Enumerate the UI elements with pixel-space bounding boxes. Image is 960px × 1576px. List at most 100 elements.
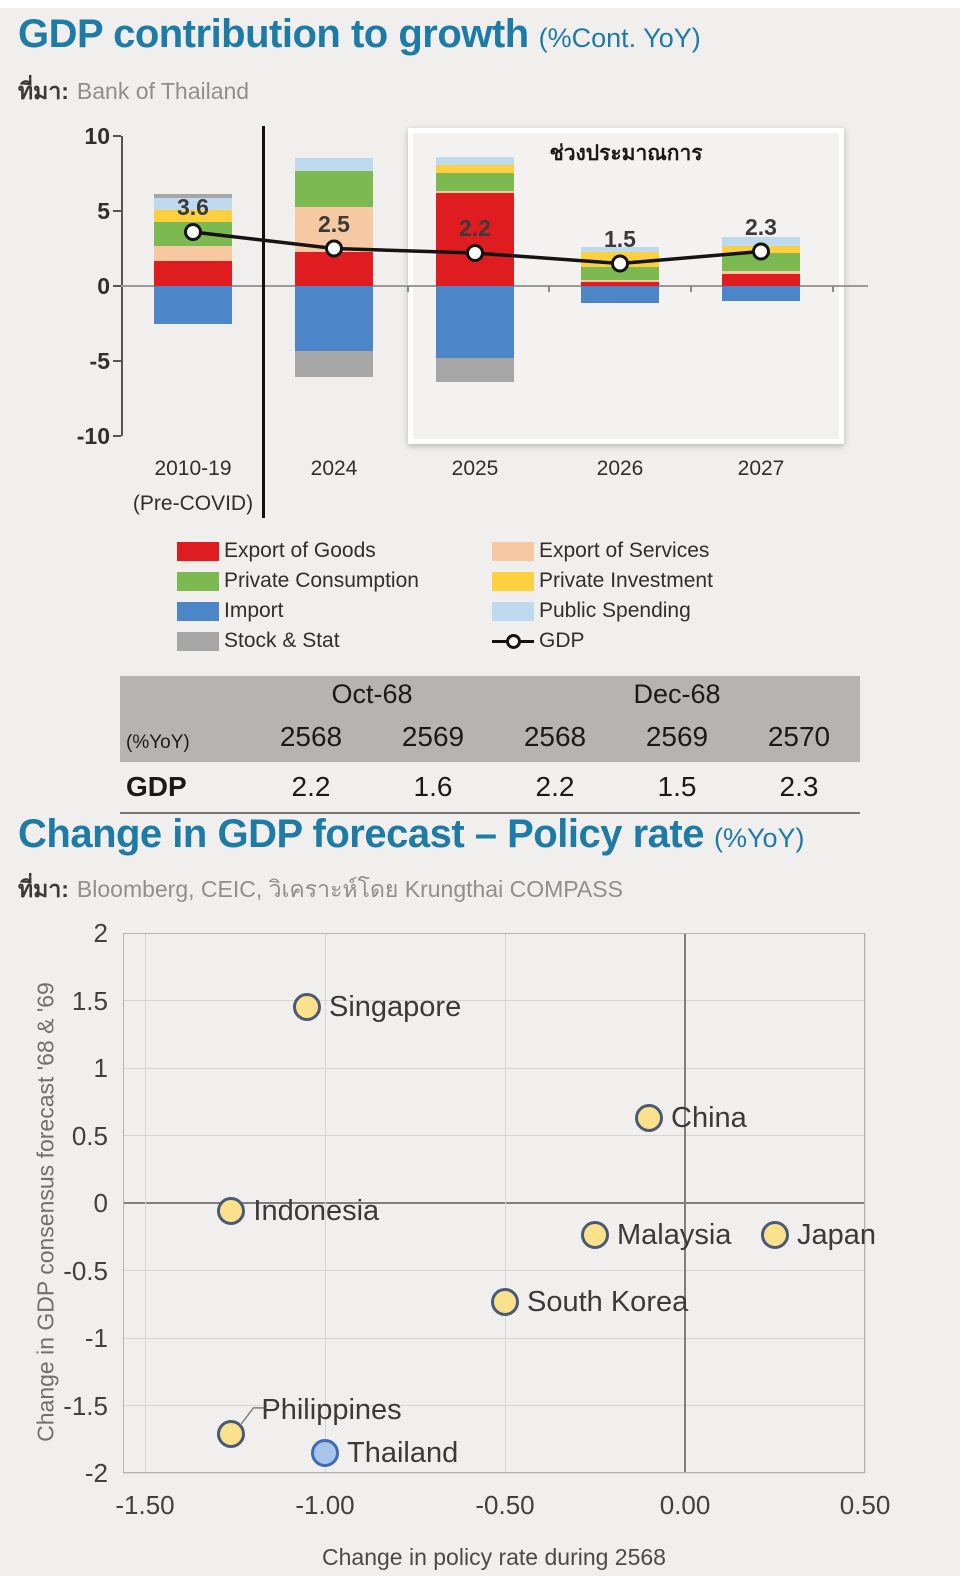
scatter-y-tick-label: -1 bbox=[84, 1323, 108, 1353]
bar-segment-2026-export_goods bbox=[581, 281, 659, 286]
chart2-title-main: Change in GDP forecast – Policy rate bbox=[18, 812, 704, 856]
scatter-x-tick-label: -0.50 bbox=[475, 1490, 535, 1520]
chart1-legend: Export of Goods Private Consumption Import… bbox=[0, 536, 960, 668]
legend-swatch-export_services bbox=[492, 542, 534, 561]
point-philippines bbox=[217, 1419, 246, 1448]
point-label-thailand: Thailand bbox=[347, 1436, 459, 1469]
bar-segment-2027-private_consumption bbox=[722, 253, 800, 271]
scatter-y-tick-label: 1.5 bbox=[71, 985, 108, 1016]
chart1-source: ที่มา: Bank of Thailand bbox=[18, 74, 249, 110]
y-axis-tick bbox=[113, 285, 121, 287]
point-indonesia bbox=[217, 1197, 246, 1226]
legend-marker-gdp_line bbox=[506, 634, 521, 649]
bar-segment-2010-19-export_goods bbox=[154, 260, 232, 286]
forecast-table: Oct-68 Dec-68 (%YoY) 2568 2569 2568 2569 2570 GD… bbox=[120, 676, 860, 814]
h-gridline bbox=[123, 1000, 865, 1001]
legend-label-public_spending: Public Spending bbox=[539, 599, 691, 622]
scatter-x-tick-label: -1.00 bbox=[295, 1490, 355, 1520]
bar-segment-2025-private_consumption bbox=[436, 172, 514, 191]
chart1-title: GDP contribution to growth (%Cont. YoY) bbox=[18, 14, 701, 54]
legend-label-stock_stat: Stock & Stat bbox=[224, 629, 340, 652]
h-gridline bbox=[123, 1405, 865, 1406]
point-label-malaysia: Malaysia bbox=[617, 1219, 732, 1252]
table-year-header: 2570 bbox=[738, 712, 860, 762]
x-category-label: 2027 bbox=[737, 457, 785, 480]
point-label-china: China bbox=[671, 1101, 747, 1134]
table-year-header: 2569 bbox=[616, 712, 738, 762]
point-label-japan: Japan bbox=[797, 1219, 877, 1252]
chart2-source-text: Bloomberg, CEIC, วิเคราะห์โดย Krungthai … bbox=[76, 876, 623, 902]
point-label-philippines: Philippines bbox=[261, 1393, 402, 1426]
v-gridline bbox=[504, 933, 506, 1473]
chart2-source: ที่มา: Bloomberg, CEIC, วิเคราะห์โดย Krun… bbox=[18, 872, 623, 908]
chart2-title: Change in GDP forecast – Policy rate (%Yo… bbox=[18, 814, 805, 854]
scatter-y-tick-label: -0.5 bbox=[63, 1255, 108, 1286]
point-singapore bbox=[293, 993, 321, 1022]
legend-label-private_investment: Private Investment bbox=[539, 569, 713, 592]
bar-segment-2025-public_spending bbox=[436, 157, 514, 166]
y-zero-line bbox=[123, 1202, 865, 1204]
point-label-south-korea: South Korea bbox=[527, 1285, 689, 1318]
h-gridline bbox=[123, 1067, 865, 1069]
chart1-source-text: Bank of Thailand bbox=[76, 78, 250, 104]
bar-segment-2024-private_consumption bbox=[295, 170, 373, 207]
bar-segment-2026-private_consumption bbox=[581, 267, 659, 280]
point-china bbox=[635, 1103, 663, 1132]
table-year-header: 2568 bbox=[494, 712, 616, 762]
historical-divider bbox=[262, 126, 265, 518]
table-cell-value: 1.5 bbox=[657, 771, 697, 802]
point-japan bbox=[761, 1221, 789, 1250]
chart2-source-label: ที่มา: bbox=[18, 876, 69, 902]
y-axis-tick bbox=[113, 210, 121, 212]
bar-segment-2025-stock_stat bbox=[436, 358, 514, 382]
y-tick-label: -5 bbox=[89, 348, 110, 374]
table-group-header: Dec-68 bbox=[494, 676, 860, 712]
y-axis-tick bbox=[113, 360, 121, 362]
x-zero-line bbox=[684, 933, 686, 1473]
gdp-value-label: 2.3 bbox=[745, 213, 777, 240]
table-year-header: 2568 bbox=[250, 712, 372, 762]
y-tick-label: -10 bbox=[76, 423, 110, 449]
bar-segment-2024-public_spending bbox=[295, 157, 373, 171]
chart1-source-label: ที่มา: bbox=[18, 78, 69, 104]
y-tick-label: 0 bbox=[97, 273, 110, 299]
gdp-value-label: 3.6 bbox=[177, 194, 209, 220]
legend-label-export_services: Export of Services bbox=[539, 539, 710, 562]
h-gridline bbox=[123, 1337, 865, 1339]
point-thailand bbox=[311, 1438, 339, 1467]
point-label-indonesia: Indonesia bbox=[253, 1195, 380, 1228]
x-category-label: 2024 bbox=[310, 457, 358, 480]
x-category-sublabel: (Pre-COVID) bbox=[132, 492, 254, 515]
scatter-x-tick-label: 0.00 bbox=[659, 1490, 711, 1520]
table-unit-label: (%YoY) bbox=[120, 712, 250, 762]
table-row-label: GDP bbox=[126, 771, 187, 802]
point-label-singapore: Singapore bbox=[329, 991, 462, 1024]
gdp-policy-scatter-chart: 2 1.5 1 0.5 0 -0.5 -1 -1.5 -2 -1.50 -1.00 -0.50 0.00… bbox=[0, 912, 960, 1576]
v-gridline bbox=[864, 933, 866, 1473]
bar-segment-2025-private_investment bbox=[436, 165, 514, 173]
scatter-y-tick-label: 2 bbox=[93, 918, 108, 948]
x-axis-tick bbox=[832, 286, 834, 292]
bar-segment-2025-import bbox=[436, 286, 514, 358]
bar-segment-2026-import bbox=[581, 286, 659, 303]
bar-segment-2027-import bbox=[722, 286, 800, 301]
table-cell-value: 2.3 bbox=[779, 771, 819, 802]
top-strip bbox=[0, 0, 960, 8]
y-axis-tick bbox=[113, 435, 121, 437]
scatter-y-tick-label: 1 bbox=[93, 1053, 108, 1083]
y-axis-tick bbox=[113, 135, 121, 137]
chart1-title-main: GDP contribution to growth bbox=[18, 12, 529, 56]
bar-segment-2027-export_goods bbox=[722, 274, 800, 286]
bar-segment-2025-export_services bbox=[436, 190, 514, 193]
legend-label-private_consumption: Private Consumption bbox=[224, 569, 419, 592]
scatter-y-tick-label: -1.5 bbox=[63, 1390, 108, 1421]
gdp-contribution-bar-chart: ช่วงประมาณการ 10 5 0 -5 -10 3.6 2.5 2.2 1.5 2.3 201… bbox=[0, 112, 960, 538]
x-axis-tick bbox=[407, 286, 409, 292]
scatter-y-tick-label: 0 bbox=[93, 1188, 108, 1218]
plot-border bbox=[123, 933, 865, 1473]
bar-segment-2010-19-private_investment bbox=[154, 210, 232, 222]
bar-segment-2027-export_services bbox=[722, 271, 800, 274]
h-gridline bbox=[123, 1270, 865, 1271]
gdp-value-label: 2.2 bbox=[459, 215, 491, 241]
